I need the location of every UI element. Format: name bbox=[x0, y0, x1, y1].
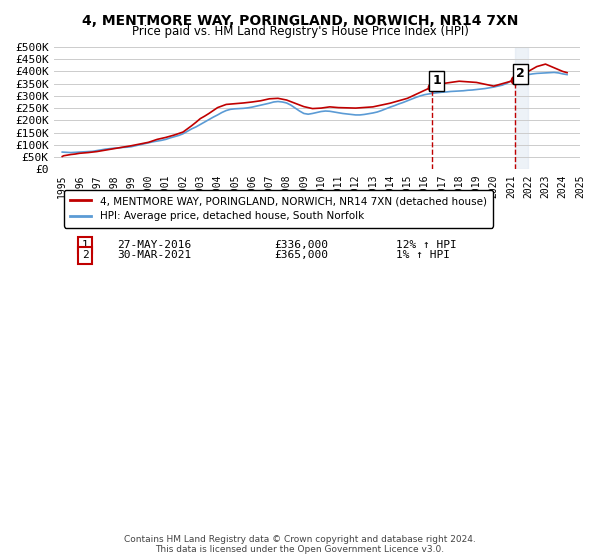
Text: £365,000: £365,000 bbox=[275, 250, 329, 260]
Text: 1% ↑ HPI: 1% ↑ HPI bbox=[396, 250, 450, 260]
Text: 30-MAR-2021: 30-MAR-2021 bbox=[117, 250, 191, 260]
Text: 12% ↑ HPI: 12% ↑ HPI bbox=[396, 240, 457, 250]
Text: Contains HM Land Registry data © Crown copyright and database right 2024.
This d: Contains HM Land Registry data © Crown c… bbox=[124, 535, 476, 554]
Text: 4, MENTMORE WAY, PORINGLAND, NORWICH, NR14 7XN: 4, MENTMORE WAY, PORINGLAND, NORWICH, NR… bbox=[82, 14, 518, 28]
Legend: 4, MENTMORE WAY, PORINGLAND, NORWICH, NR14 7XN (detached house), HPI: Average pr: 4, MENTMORE WAY, PORINGLAND, NORWICH, NR… bbox=[64, 190, 493, 227]
Text: Price paid vs. HM Land Registry's House Price Index (HPI): Price paid vs. HM Land Registry's House … bbox=[131, 25, 469, 38]
Bar bbox=[515, 47, 528, 169]
Text: 2: 2 bbox=[516, 67, 525, 81]
Text: 27-MAY-2016: 27-MAY-2016 bbox=[117, 240, 191, 250]
Text: 2: 2 bbox=[82, 250, 89, 260]
Text: 1: 1 bbox=[82, 240, 89, 250]
Text: 1: 1 bbox=[433, 74, 441, 87]
Text: £336,000: £336,000 bbox=[275, 240, 329, 250]
